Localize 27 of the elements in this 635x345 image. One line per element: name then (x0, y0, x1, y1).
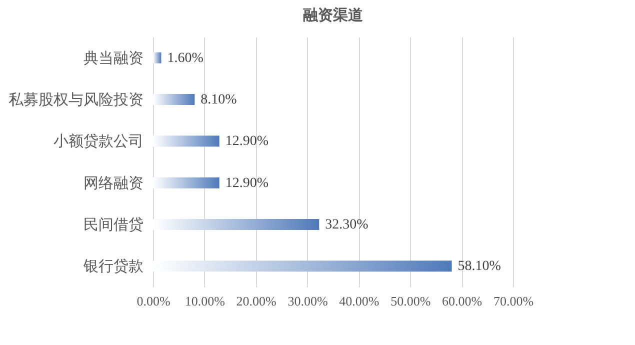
y-tick-label: 民间借贷 (84, 216, 144, 234)
chart-title: 融资渠道 (303, 7, 364, 24)
bar (153, 136, 220, 147)
data-label: 12.90% (225, 176, 269, 191)
x-tick-label: 70.00% (493, 294, 534, 308)
y-tick-label: 网络融资 (84, 174, 144, 192)
x-tick-label: 30.00% (288, 294, 328, 308)
bar (153, 260, 452, 272)
y-tick-label: 私募股权与风险投资 (8, 92, 144, 108)
y-tick-label: 小额贷款公司 (54, 133, 144, 150)
x-tick-label: 50.00% (390, 294, 431, 308)
bar (153, 52, 162, 64)
bar (153, 94, 195, 105)
data-label: 12.90% (225, 134, 269, 150)
data-label: 1.60% (167, 50, 204, 66)
bar (153, 219, 320, 230)
y-tick-label: 银行贷款 (82, 258, 144, 276)
x-tick-label: 0.00% (136, 294, 170, 308)
x-tick-label: 20.00% (236, 294, 277, 308)
data-label: 8.10% (200, 92, 238, 108)
x-tick-label: 10.00% (184, 294, 226, 308)
bar (153, 177, 220, 188)
x-tick-label: 40.00% (339, 294, 380, 308)
y-tick-label: 典当融资 (84, 50, 144, 67)
data-label: 32.30% (325, 218, 369, 232)
x-tick-label: 60.00% (442, 294, 482, 308)
data-label: 58.10% (458, 259, 502, 274)
